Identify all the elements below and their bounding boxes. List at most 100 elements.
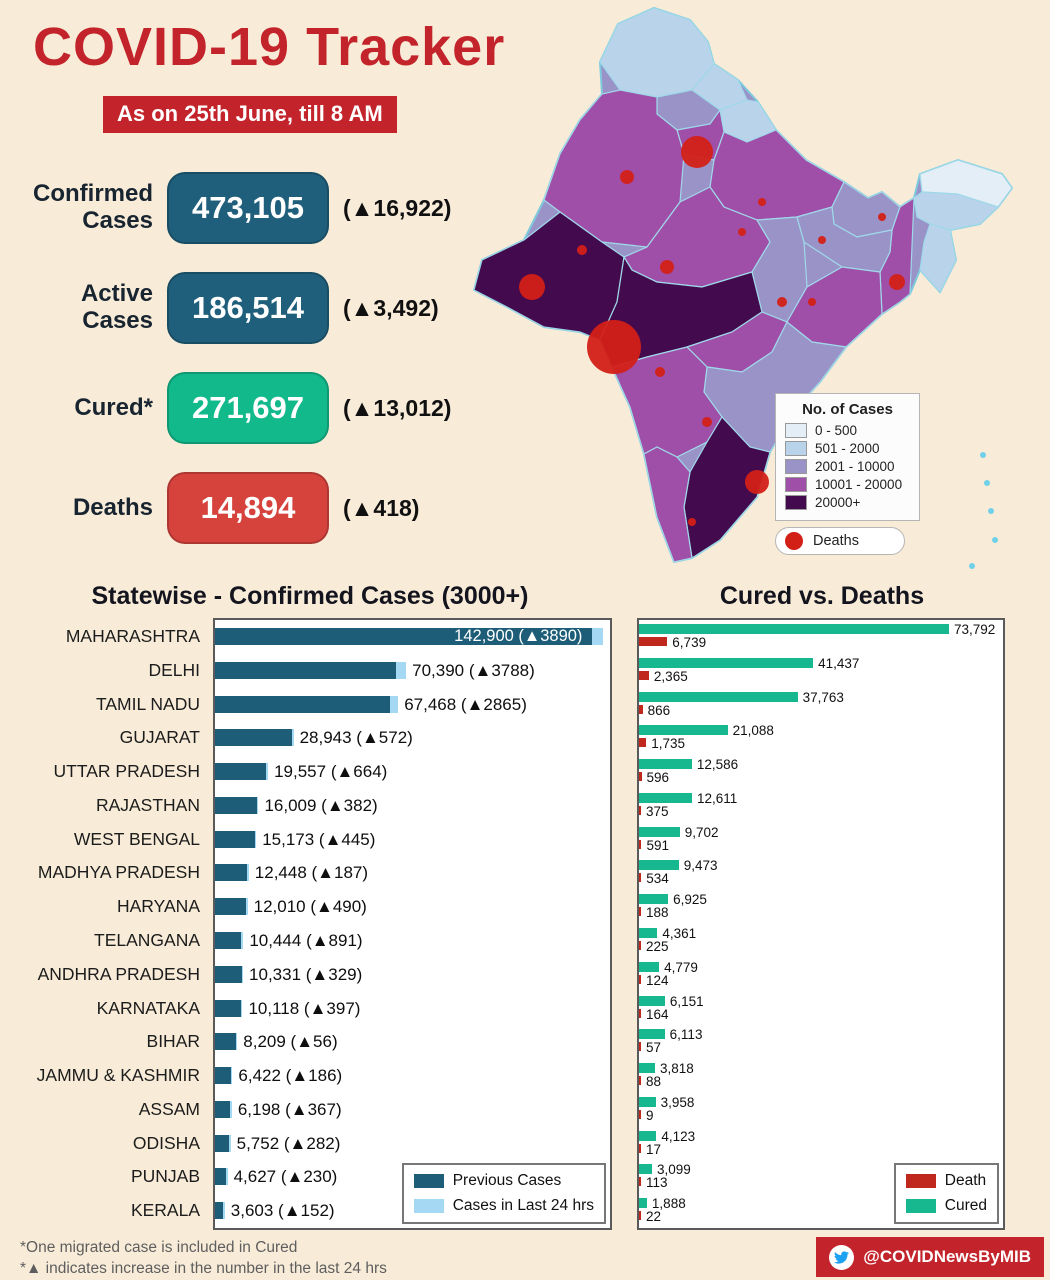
previous-cases-bar <box>215 1100 231 1118</box>
state-label: MADHYA PRADESH <box>37 862 200 883</box>
stat-label: Active Cases <box>80 280 153 334</box>
cured-bar <box>639 792 692 803</box>
new-cases-bar <box>229 1134 231 1152</box>
twitter-icon <box>829 1244 855 1270</box>
state-label: DELHI <box>148 659 200 680</box>
bar-value-label: 6,151 <box>669 993 704 1009</box>
stat-value-card: 271,697 <box>167 372 329 444</box>
death-marker <box>777 297 787 307</box>
new-cases-bar <box>230 1100 232 1118</box>
death-bar <box>639 974 641 984</box>
previous-cases-bar <box>215 796 257 814</box>
bar-value-label: 6,198 (▲367) <box>237 1099 342 1119</box>
bar-value-label: 3,099 <box>657 1162 691 1178</box>
island-dot <box>984 480 990 486</box>
bar-value-label: 4,627 (▲230) <box>233 1167 338 1187</box>
bar-value-label: 37,763 <box>802 689 844 705</box>
new-cases-bar <box>223 1202 225 1220</box>
state-label: TELANGANA <box>94 930 200 951</box>
map-region <box>919 223 957 294</box>
cured-deaths-chart-panel: 73,792 6,739 41,437 2,365 37,763 866 21,088 1,7… <box>637 618 1005 1230</box>
bar-value-label: 866 <box>647 702 671 718</box>
bar-value-label: 9 <box>646 1107 654 1123</box>
death-bar <box>639 873 642 883</box>
death-marker <box>681 136 713 168</box>
death-marker <box>660 260 674 274</box>
map-region <box>643 446 693 563</box>
previous-cases-bar <box>215 999 241 1017</box>
death-bar <box>639 839 642 849</box>
previous-cases-bar <box>215 695 391 713</box>
stat-delta: (▲418) <box>343 494 420 521</box>
legend-item: Death <box>905 1172 987 1190</box>
legend-swatch <box>785 441 807 456</box>
state-labels: MAHARASHTRA DELHI TAMIL NADU GUJARAT UTTAR P… <box>0 620 206 1228</box>
footnote-migrated: *One migrated case is included in Cured <box>20 1239 298 1256</box>
new-cases-bar <box>390 695 399 713</box>
bar-value-label: 12,448 (▲187) <box>254 863 369 883</box>
death-bar <box>639 941 641 951</box>
new-cases-bar <box>592 628 603 645</box>
cured-bar <box>639 995 665 1006</box>
previous-cases-bar <box>215 1033 236 1051</box>
bar-value-label: 1,888 <box>651 1196 686 1212</box>
page-title: COVID-19 Tracker <box>33 17 506 77</box>
legend-swatch <box>785 423 807 438</box>
date-badge: As on 25th June, till 8 AM <box>103 96 397 133</box>
bar-value-label: 4,123 <box>661 1128 696 1144</box>
legend-swatch <box>413 1174 444 1188</box>
previous-cases-bar <box>215 763 267 781</box>
bar-value-label: 142,900 (▲3890) <box>454 627 583 645</box>
cured-bar <box>639 657 814 668</box>
new-cases-bar <box>240 999 243 1017</box>
bar-value-label: 12,010 (▲490) <box>253 897 367 917</box>
state-label: HARYANA <box>117 896 200 917</box>
new-cases-bar <box>266 763 269 781</box>
death-marker <box>758 198 766 206</box>
death-marker <box>519 274 545 300</box>
new-cases-bar <box>254 830 257 848</box>
stat-card-row: Confirmed Cases 473,105 (▲16,922) <box>18 158 478 258</box>
cured-bar <box>639 860 679 871</box>
legend-item: 2001 - 10000 <box>785 459 910 474</box>
bar-value-label: 1,735 <box>651 736 686 752</box>
new-cases-bar <box>246 898 248 916</box>
footnotes: *One migrated case is included in Cured … <box>20 1238 387 1280</box>
death-marker <box>577 245 587 255</box>
death-marker <box>620 170 634 184</box>
state-label: UTTAR PRADESH <box>53 761 201 782</box>
bar-value-label: 225 <box>646 939 669 955</box>
cured-deaths-chart-title: Cured vs. Deaths <box>719 582 925 610</box>
bar-value-label: 6,422 (▲186) <box>238 1066 343 1086</box>
legend-label: 10001 - 20000 <box>815 477 903 492</box>
legend-item: 501 - 2000 <box>785 441 910 456</box>
cured-bar <box>639 894 669 905</box>
new-cases-bar <box>247 864 249 882</box>
legend-label: 2001 - 10000 <box>815 459 895 474</box>
state-label: RAJASTHAN <box>95 794 200 815</box>
bar-value-label: 12,586 <box>696 757 739 773</box>
death-marker <box>818 236 826 244</box>
bar-value-label: 70,390 (▲3788) <box>412 660 535 680</box>
twitter-badge[interactable]: @COVIDNewsByMIB <box>816 1237 1044 1277</box>
previous-cases-bar <box>215 1168 227 1186</box>
legend-label: Death <box>944 1172 987 1189</box>
previous-cases-bar <box>215 965 242 983</box>
death-marker <box>878 213 886 221</box>
legend-swatch <box>905 1174 936 1188</box>
previous-cases-bar <box>215 729 293 747</box>
stat-delta: (▲13,012) <box>343 394 452 421</box>
new-cases-bar <box>226 1168 228 1186</box>
legend-label: 0 - 500 <box>815 423 858 438</box>
previous-cases-bar <box>215 1067 231 1085</box>
bar-value-label: 5,752 (▲282) <box>236 1133 341 1153</box>
stat-label: Cured* <box>74 393 153 421</box>
stat-value-card: 186,514 <box>167 272 329 344</box>
cured-bar <box>639 725 728 736</box>
legend-swatch <box>785 495 807 510</box>
map-region <box>913 191 1000 231</box>
state-label: JAMMU & KASHMIR <box>36 1065 200 1086</box>
death-marker <box>587 320 641 374</box>
previous-cases-bar <box>215 628 593 645</box>
